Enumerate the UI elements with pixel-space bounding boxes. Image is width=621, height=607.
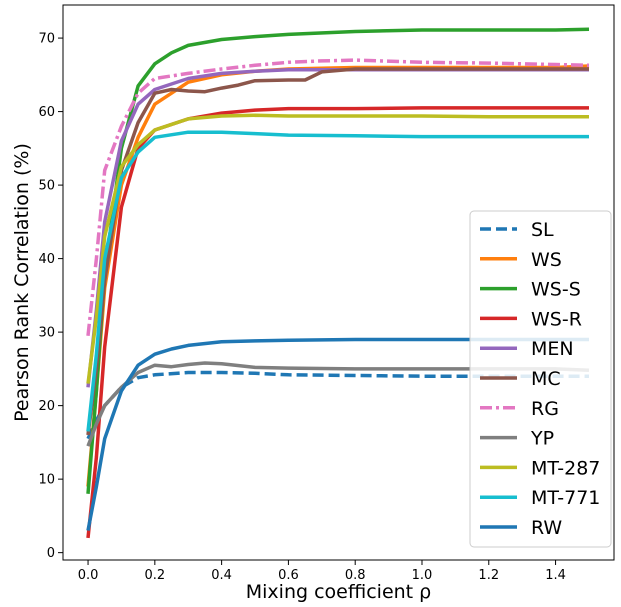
series-line-sl	[86, 370, 589, 440]
legend-label: RW	[531, 517, 562, 539]
legend: SL WS WS-S WS-R MEN MC RG YP MT-287 MT-771 RW	[469, 210, 612, 548]
series-line-mt-287	[86, 113, 589, 384]
legend-label: YP	[530, 428, 554, 450]
legend-label: RG	[531, 398, 559, 420]
legend-label: MC	[531, 368, 561, 390]
x-tick-label: 0.0	[78, 568, 99, 583]
x-axis-label: Mixing coefficient ρ	[246, 581, 431, 603]
series-layer	[86, 27, 590, 539]
y-tick-label: 50	[38, 179, 55, 194]
series-line-rg	[86, 58, 590, 336]
x-tick-label: 1.0	[412, 568, 433, 583]
x-axis: 0.0 0.2 0.4 0.6 0.8 1.0 1.2 1.4	[78, 560, 566, 583]
y-axis-label: Pearson Rank Correlation (%)	[11, 143, 33, 422]
legend-label: MT-771	[531, 487, 600, 509]
x-tick-label: 0.4	[211, 568, 232, 583]
y-tick-label: 30	[38, 326, 55, 341]
series-line-mt-771	[86, 130, 589, 432]
legend-label: WS-S	[531, 279, 581, 301]
legend-label: WS-R	[531, 308, 582, 330]
legend-label: SL	[531, 219, 554, 241]
series-line-yp	[86, 361, 590, 447]
x-tick-label: 0.6	[278, 568, 299, 583]
y-tick-label: 70	[38, 32, 55, 47]
y-tick-label: 0	[47, 546, 55, 561]
series-line-rw	[86, 337, 589, 531]
plot-frame	[62, 4, 615, 561]
x-tick-label: 0.8	[345, 568, 366, 583]
x-tick-label: 1.4	[545, 568, 566, 583]
x-tick-label: 1.2	[478, 568, 499, 583]
y-tick-label: 20	[38, 399, 55, 414]
y-tick-label: 10	[38, 473, 55, 488]
legend-box	[469, 210, 612, 548]
y-tick-label: 40	[38, 252, 55, 267]
y-axis: 0 10 20 30 40 50 60 70	[38, 32, 63, 561]
legend-label: MEN	[531, 338, 574, 360]
legend-label: MT-287	[531, 457, 600, 479]
x-tick-label: 0.2	[144, 568, 165, 583]
y-tick-label: 60	[38, 105, 55, 120]
series-line-ws-r	[86, 106, 589, 539]
legend-label: WS	[531, 249, 562, 271]
